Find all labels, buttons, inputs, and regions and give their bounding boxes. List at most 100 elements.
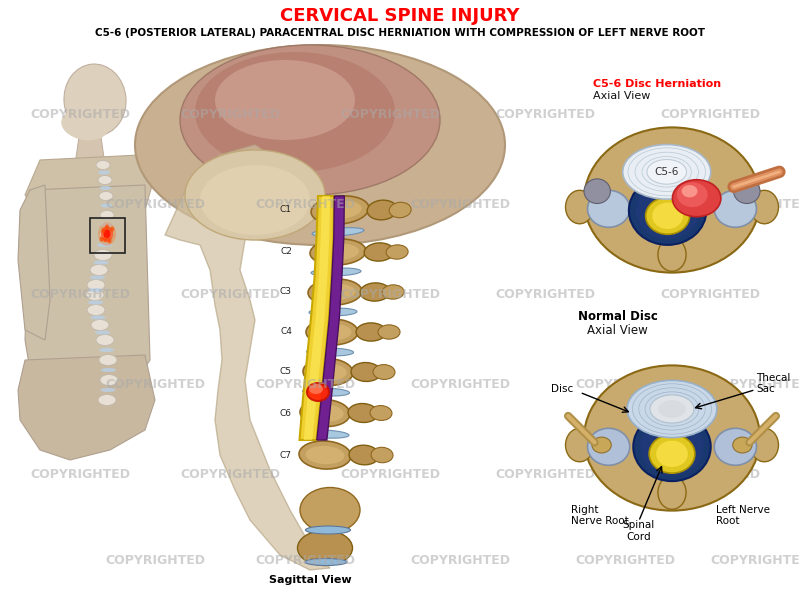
Text: COPYRIGHTED: COPYRIGHTED	[340, 468, 440, 481]
Text: COPYRIGHTED: COPYRIGHTED	[575, 554, 675, 566]
Ellipse shape	[677, 182, 708, 207]
Polygon shape	[304, 196, 330, 440]
Ellipse shape	[101, 228, 105, 233]
Text: COPYRIGHTED: COPYRIGHTED	[410, 554, 510, 566]
Ellipse shape	[299, 441, 351, 469]
Ellipse shape	[180, 45, 440, 195]
Text: C7: C7	[280, 450, 292, 459]
Ellipse shape	[64, 64, 126, 136]
Ellipse shape	[88, 288, 103, 292]
Ellipse shape	[313, 324, 351, 340]
Text: Spinal
Cord: Spinal Cord	[622, 520, 654, 542]
Ellipse shape	[658, 238, 686, 271]
Ellipse shape	[62, 109, 109, 141]
Text: COPYRIGHTED: COPYRIGHTED	[410, 379, 510, 392]
Ellipse shape	[629, 176, 706, 245]
Ellipse shape	[733, 437, 752, 453]
Ellipse shape	[306, 526, 350, 534]
Ellipse shape	[592, 437, 611, 453]
Ellipse shape	[298, 530, 353, 566]
Text: Sagittal View: Sagittal View	[269, 575, 351, 585]
Text: COPYRIGHTED: COPYRIGHTED	[575, 199, 675, 212]
Ellipse shape	[587, 428, 630, 465]
Ellipse shape	[309, 384, 323, 394]
Text: COPYRIGHTED: COPYRIGHTED	[340, 108, 440, 121]
Ellipse shape	[306, 319, 358, 345]
Text: COPYRIGHTED: COPYRIGHTED	[105, 379, 205, 392]
Text: C5: C5	[280, 368, 292, 377]
Ellipse shape	[100, 210, 114, 219]
Ellipse shape	[99, 355, 117, 365]
Ellipse shape	[622, 145, 710, 199]
Ellipse shape	[87, 279, 105, 291]
Text: Right
Nerve Root: Right Nerve Root	[570, 505, 629, 526]
Ellipse shape	[306, 348, 354, 356]
Text: Left Nerve
Root: Left Nerve Root	[716, 505, 770, 526]
Text: COPYRIGHTED: COPYRIGHTED	[710, 554, 800, 566]
Text: COPYRIGHTED: COPYRIGHTED	[660, 288, 760, 301]
Text: C2: C2	[280, 248, 292, 257]
Polygon shape	[25, 155, 155, 215]
Ellipse shape	[102, 239, 106, 243]
Ellipse shape	[312, 228, 364, 236]
Text: COPYRIGHTED: COPYRIGHTED	[105, 554, 205, 566]
Ellipse shape	[650, 395, 694, 423]
Ellipse shape	[100, 388, 116, 392]
Ellipse shape	[90, 316, 106, 319]
Text: Thecal
Sac: Thecal Sac	[757, 373, 791, 394]
Ellipse shape	[367, 200, 397, 220]
Polygon shape	[25, 185, 150, 400]
Ellipse shape	[682, 185, 698, 197]
Text: COPYRIGHTED: COPYRIGHTED	[710, 199, 800, 212]
Ellipse shape	[714, 190, 757, 227]
Ellipse shape	[308, 279, 362, 305]
Polygon shape	[165, 145, 330, 570]
Ellipse shape	[108, 228, 112, 233]
Ellipse shape	[584, 365, 760, 511]
Ellipse shape	[640, 419, 704, 475]
Ellipse shape	[302, 388, 350, 396]
Ellipse shape	[634, 413, 710, 481]
Ellipse shape	[90, 264, 108, 276]
Ellipse shape	[370, 405, 392, 420]
Ellipse shape	[98, 395, 116, 405]
Text: COPYRIGHTED: COPYRIGHTED	[660, 108, 760, 121]
Text: C5-6: C5-6	[654, 167, 679, 177]
Ellipse shape	[306, 446, 345, 464]
Text: C4: C4	[280, 328, 292, 337]
Ellipse shape	[88, 301, 103, 304]
Ellipse shape	[360, 283, 390, 301]
Text: COPYRIGHTED: COPYRIGHTED	[495, 288, 595, 301]
Text: C5-6 (POSTERIOR LATERAL) PARACENTRAL DISC HERNIATION WITH COMPRESSION OF LEFT NE: C5-6 (POSTERIOR LATERAL) PARACENTRAL DIS…	[95, 28, 705, 38]
Ellipse shape	[318, 201, 362, 219]
Text: C6: C6	[280, 408, 292, 417]
Ellipse shape	[389, 202, 411, 218]
Ellipse shape	[356, 323, 386, 341]
Text: COPYRIGHTED: COPYRIGHTED	[30, 288, 130, 301]
Ellipse shape	[636, 182, 699, 239]
Ellipse shape	[658, 476, 686, 509]
Ellipse shape	[101, 368, 116, 372]
Ellipse shape	[103, 230, 110, 239]
Text: Axial View: Axial View	[587, 324, 648, 337]
Ellipse shape	[371, 447, 393, 463]
Ellipse shape	[99, 186, 111, 190]
Ellipse shape	[311, 196, 369, 224]
Ellipse shape	[307, 383, 329, 401]
Ellipse shape	[310, 363, 346, 381]
Ellipse shape	[647, 160, 686, 184]
Polygon shape	[18, 185, 50, 340]
Ellipse shape	[98, 170, 110, 175]
Ellipse shape	[98, 222, 116, 246]
Ellipse shape	[714, 428, 757, 465]
Text: COPYRIGHTED: COPYRIGHTED	[255, 554, 355, 566]
Ellipse shape	[99, 191, 113, 200]
Text: COPYRIGHTED: COPYRIGHTED	[30, 468, 130, 481]
Polygon shape	[75, 130, 105, 165]
Ellipse shape	[658, 400, 686, 418]
Ellipse shape	[95, 331, 110, 334]
Polygon shape	[299, 196, 334, 440]
Text: COPYRIGHTED: COPYRIGHTED	[410, 199, 510, 212]
Ellipse shape	[98, 175, 112, 185]
Ellipse shape	[649, 435, 695, 473]
